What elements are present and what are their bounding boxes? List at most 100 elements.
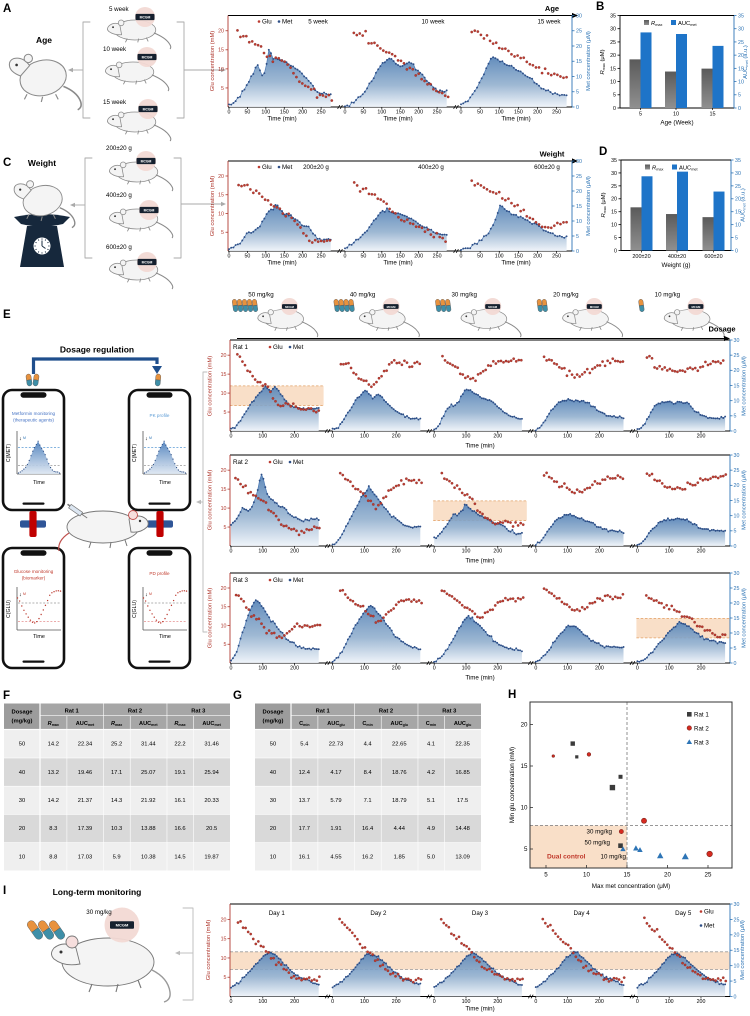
svg-text:Cmin: Cmin: [299, 721, 309, 727]
svg-text:Dosage: Dosage: [263, 710, 285, 716]
svg-text:20: 20: [221, 353, 227, 359]
svg-text:0: 0: [344, 109, 347, 115]
svg-text:Glu: Glu: [273, 577, 283, 584]
svg-text:50: 50: [360, 109, 366, 115]
svg-text:10: 10: [734, 631, 740, 637]
svg-text:30: 30: [576, 159, 582, 165]
svg-text:Met concentration (μM): Met concentration (μM): [586, 176, 592, 236]
svg-text:20: 20: [221, 917, 227, 923]
svg-text:600±20 g: 600±20 g: [534, 164, 560, 171]
svg-text:25.07: 25.07: [141, 770, 156, 776]
svg-text:100: 100: [665, 665, 674, 671]
svg-text:250: 250: [317, 109, 326, 115]
svg-text:200: 200: [697, 433, 706, 439]
svg-text:MCGM: MCGM: [116, 922, 129, 927]
svg-text:22.35: 22.35: [455, 742, 470, 748]
svg-text:C(MET): C(MET): [132, 444, 138, 462]
svg-text:15: 15: [610, 66, 616, 72]
svg-text:14.5: 14.5: [174, 854, 185, 860]
svg-text:15 week: 15 week: [103, 99, 127, 106]
svg-text:31.44: 31.44: [141, 742, 156, 748]
svg-text:0: 0: [460, 109, 463, 115]
svg-text:200: 200: [697, 665, 706, 671]
svg-text:50: 50: [477, 253, 483, 259]
svg-text:0: 0: [534, 665, 537, 671]
svg-text:30: 30: [576, 13, 582, 19]
svg-text:16.85: 16.85: [455, 770, 470, 776]
svg-text:AUCmet: AUCmet: [202, 721, 221, 727]
svg-text:22.34: 22.34: [78, 742, 93, 748]
svg-text:Cmin: Cmin: [426, 721, 436, 727]
svg-text:Glu concentration (mM): Glu concentration (mM): [210, 31, 216, 92]
svg-text:MCGM: MCGM: [143, 107, 154, 111]
svg-text:14.2: 14.2: [48, 742, 59, 748]
svg-text:250: 250: [317, 253, 326, 259]
svg-text:0: 0: [614, 248, 617, 254]
svg-text:50: 50: [19, 742, 25, 748]
svg-text:MCGM: MCGM: [144, 208, 155, 212]
svg-text:25: 25: [734, 917, 740, 923]
svg-text:Time (min): Time (min): [465, 675, 494, 682]
svg-text:Rat 2: Rat 2: [694, 726, 709, 733]
svg-text:Rat 1: Rat 1: [316, 708, 331, 714]
svg-text:10 week: 10 week: [103, 46, 127, 53]
svg-text:50: 50: [244, 109, 250, 115]
svg-text:(therapeutic agents): (therapeutic agents): [13, 418, 54, 423]
svg-text:20: 20: [734, 601, 740, 607]
svg-text:14.3: 14.3: [111, 798, 122, 804]
svg-text:5.9: 5.9: [113, 854, 121, 860]
svg-text:4.44: 4.44: [394, 826, 406, 832]
svg-text:0: 0: [576, 249, 579, 255]
svg-text:10: 10: [576, 219, 582, 225]
svg-text:17.1: 17.1: [111, 770, 122, 776]
svg-text:20 mg/kg: 20 mg/kg: [553, 292, 579, 299]
svg-text:200: 200: [493, 999, 502, 1005]
svg-text:A: A: [3, 3, 11, 15]
svg-text:18.76: 18.76: [392, 770, 407, 776]
svg-text:Met concentration (μM): Met concentration (μM): [742, 356, 748, 416]
svg-text:50 mg/kg: 50 mg/kg: [585, 840, 611, 847]
svg-text:B: B: [596, 1, 604, 13]
svg-text:400±20 g: 400±20 g: [418, 164, 444, 171]
svg-text:20: 20: [270, 826, 276, 832]
svg-text:M: M: [23, 436, 26, 440]
svg-text:14.48: 14.48: [455, 826, 470, 832]
svg-text:5: 5: [221, 86, 224, 92]
svg-text:C(GLU): C(GLU): [132, 600, 138, 618]
svg-text:0: 0: [734, 429, 737, 435]
svg-text:Time: Time: [33, 480, 45, 486]
svg-text:15: 15: [221, 372, 227, 378]
svg-text:15: 15: [576, 59, 582, 65]
svg-text:200: 200: [298, 109, 307, 115]
svg-text:5.79: 5.79: [330, 798, 341, 804]
svg-text:Dosage regulation: Dosage regulation: [60, 345, 134, 355]
svg-text:Dosage: Dosage: [12, 710, 34, 716]
svg-text:25.2: 25.2: [111, 742, 122, 748]
svg-text:Age (Week): Age (Week): [660, 120, 693, 127]
svg-text:50 mg/kg: 50 mg/kg: [248, 292, 274, 299]
svg-text:20: 20: [738, 53, 744, 59]
svg-text:22.2: 22.2: [174, 742, 185, 748]
svg-text:15: 15: [734, 498, 740, 504]
svg-text:200: 200: [595, 665, 604, 671]
svg-text:100: 100: [377, 253, 386, 259]
svg-text:40 mg/kg: 40 mg/kg: [350, 292, 376, 299]
svg-text:0: 0: [734, 661, 737, 667]
svg-text:0: 0: [534, 433, 537, 439]
svg-text:AUCmet: AUCmet: [679, 165, 699, 171]
svg-text:600±20 g: 600±20 g: [106, 244, 132, 251]
svg-text:Day 2: Day 2: [370, 910, 387, 917]
svg-text:100: 100: [462, 433, 471, 439]
svg-text:Glu: Glu: [273, 344, 283, 351]
svg-text:100: 100: [495, 109, 504, 115]
svg-text:600±20: 600±20: [704, 254, 722, 260]
svg-text:30: 30: [270, 798, 276, 804]
svg-text:30 mg/kg: 30 mg/kg: [587, 829, 613, 836]
svg-text:Weight (g): Weight (g): [662, 262, 691, 269]
svg-text:200: 200: [392, 433, 401, 439]
svg-text:MCGM: MCGM: [590, 305, 600, 309]
svg-text:100: 100: [258, 548, 267, 554]
svg-text:Rat 1: Rat 1: [65, 708, 80, 714]
svg-text:4.17: 4.17: [330, 770, 341, 776]
svg-text:150: 150: [514, 253, 523, 259]
